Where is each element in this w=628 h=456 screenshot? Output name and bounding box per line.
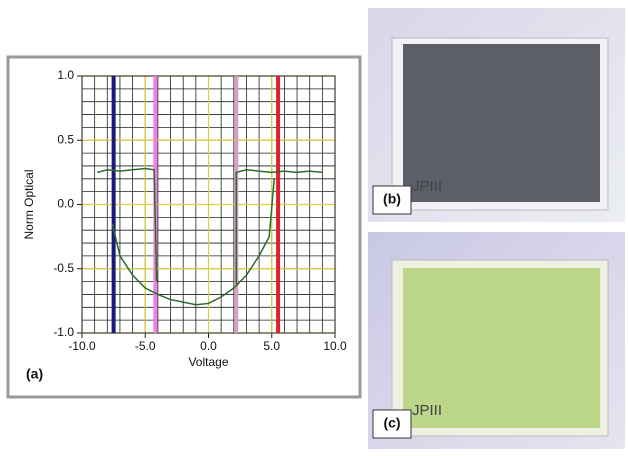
x-axis-label: Voltage: [188, 355, 228, 369]
x-tick-label: -5.0: [135, 339, 156, 353]
data-line: [235, 169, 323, 285]
photo-b: (b) JPIII: [368, 8, 625, 222]
data-line: [111, 178, 276, 306]
photo-c: (c) JPIII: [368, 232, 625, 449]
x-tick-label: 10.0: [323, 339, 347, 353]
plot-border: [81, 75, 336, 334]
panel-label: (b): [383, 191, 401, 207]
x-tick-label: 5.0: [263, 339, 280, 353]
photo-text: JPIII: [412, 178, 442, 195]
y-tick-label: -1.0: [53, 325, 74, 339]
y-tick-label: 0.0: [57, 197, 74, 211]
label-box: [372, 409, 412, 439]
y-axis-label: Norm Optical: [22, 169, 36, 239]
x-tick-label: -10.0: [68, 339, 96, 353]
device-dark: [403, 44, 600, 202]
x-tick-label: 0.0: [200, 339, 217, 353]
panel-label: (c): [383, 415, 400, 431]
chart-frame: [6, 55, 362, 399]
label-box: [372, 185, 412, 215]
photo-text: JPIII: [412, 402, 442, 419]
panel-label: (a): [26, 366, 43, 382]
device-green: [403, 268, 600, 428]
data-line: [96, 167, 158, 282]
y-tick-label: 0.5: [57, 132, 74, 146]
y-tick-label: 1.0: [57, 68, 74, 82]
y-tick-label: -0.5: [53, 261, 74, 275]
